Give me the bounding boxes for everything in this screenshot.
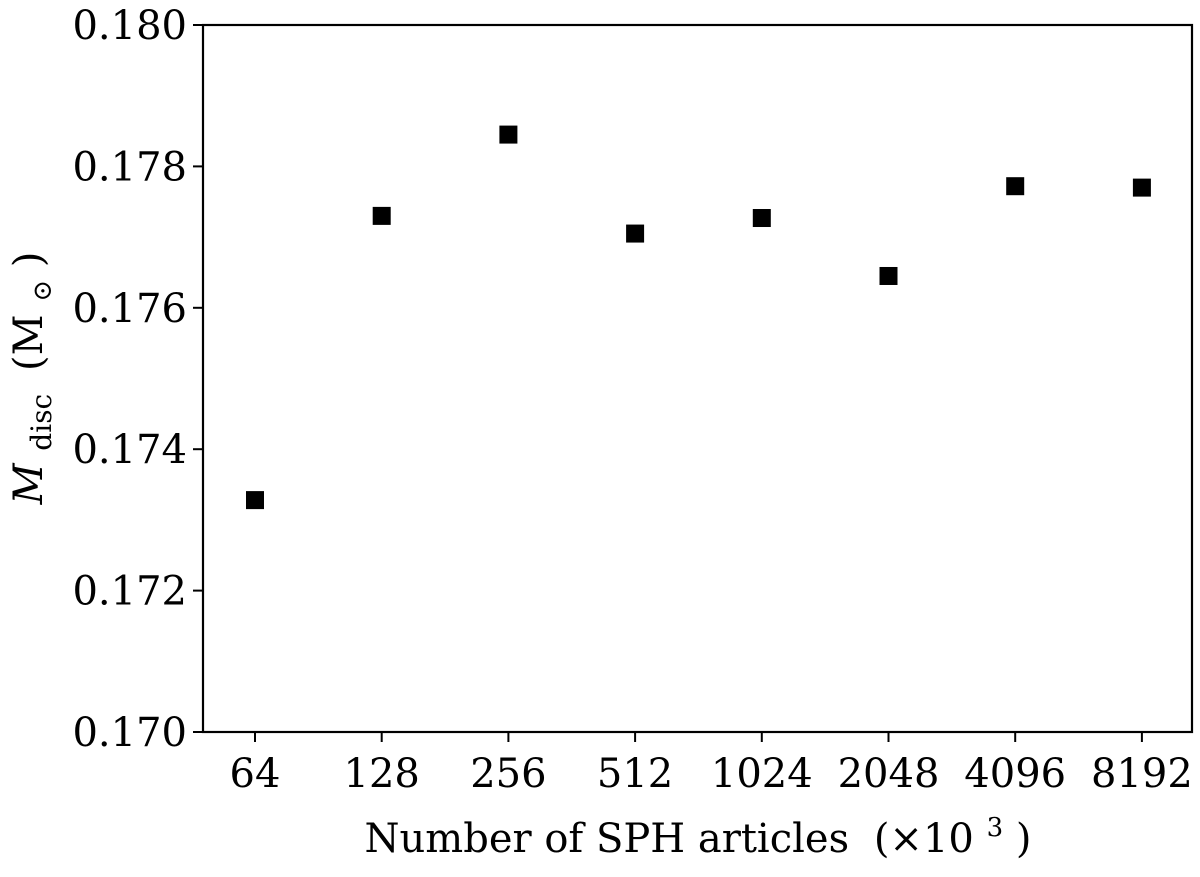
data-point <box>1006 177 1025 196</box>
x-axis-label-text: Number of SPH articles <box>365 816 850 862</box>
y-tick-label: 0.176 <box>72 286 187 332</box>
y-axis-ticks: 0.170 0.172 0.174 0.176 0.178 0.180 <box>72 3 203 756</box>
x-tick-label: 2048 <box>838 751 940 797</box>
y-axis-label-subscript: disc <box>25 394 58 451</box>
x-tick-label: 512 <box>597 751 673 797</box>
y-axis-label-symbol: M <box>6 462 52 505</box>
y-axis-label-unit: (M <box>6 314 52 371</box>
x-axis-label-unit-exponent: 3 <box>987 813 1004 843</box>
x-tick-label: 4096 <box>964 751 1066 797</box>
x-tick-label: 64 <box>230 751 281 797</box>
data-point <box>246 491 264 510</box>
x-tick-label: 128 <box>344 751 420 797</box>
x-axis-ticks: 64 128 256 512 1024 2048 4096 8192 <box>230 732 1193 797</box>
x-axis-label-unit-close: ) <box>1016 816 1032 862</box>
x-axis-label-unit: (×10 <box>874 816 974 862</box>
y-tick-label: 0.180 <box>72 3 187 49</box>
y-tick-label: 0.178 <box>72 144 187 190</box>
data-points <box>246 125 1151 510</box>
y-axis-label-unit-subscript: ⊙ <box>28 280 58 302</box>
y-axis-label: M disc (M ⊙ ) <box>6 252 61 506</box>
data-point <box>752 209 771 228</box>
data-point <box>499 125 518 144</box>
y-tick-label: 0.172 <box>72 569 187 615</box>
x-tick-label: 1024 <box>711 751 813 797</box>
y-axis-label-unit-close: ) <box>6 252 52 268</box>
y-tick-label: 0.170 <box>72 710 187 756</box>
data-point <box>372 206 391 225</box>
data-point <box>1132 178 1151 197</box>
y-tick-label: 0.174 <box>72 427 187 473</box>
x-tick-label: 8192 <box>1091 751 1193 797</box>
data-point <box>626 224 645 243</box>
plot-area-frame <box>201 23 1194 734</box>
x-tick-label: 256 <box>470 751 546 797</box>
x-axis-label: Number of SPH articles (×10 3 ) <box>365 800 1032 862</box>
data-point <box>879 266 898 285</box>
